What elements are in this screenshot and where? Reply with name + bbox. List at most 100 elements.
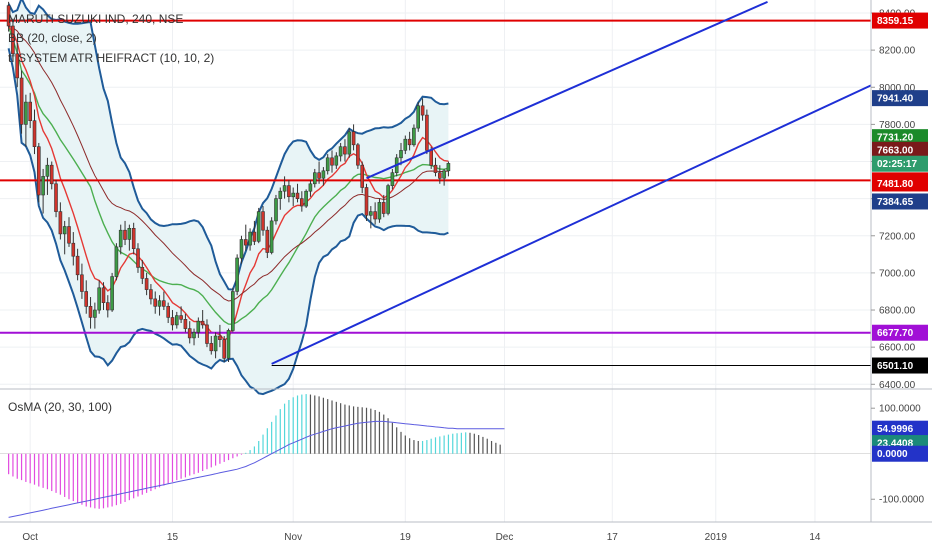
symbol-legend: MARUTI SUZUKI IND, 240, NSE (8, 12, 184, 26)
osc-badge: 0.0000 (872, 445, 928, 462)
candle-body (295, 192, 300, 200)
price-badge-label: 02:25:17 (877, 159, 917, 170)
price-badge-label: 8359.15 (877, 16, 914, 27)
osc-badge-label: 54.9996 (877, 424, 914, 435)
candle-body (368, 211, 373, 216)
candle-body (67, 226, 71, 244)
candle-body (162, 300, 166, 307)
candle (226, 328, 231, 363)
candle-body (239, 239, 244, 259)
candle-body (317, 172, 321, 179)
candle-body (205, 324, 209, 344)
candle (407, 131, 412, 151)
candle (136, 243, 140, 273)
candle-body (144, 278, 149, 290)
candle-body (442, 170, 446, 179)
candle (330, 150, 334, 173)
candle (390, 168, 395, 190)
time-tick-label: 2019 (705, 532, 728, 543)
price-badge-label: 6501.10 (877, 361, 914, 372)
price-badge: 7481.80 (872, 175, 928, 192)
candle-body (200, 320, 205, 326)
candle (97, 280, 101, 314)
candle-body (183, 318, 188, 329)
price-badge: 8359.15 (872, 12, 928, 29)
candle-body (58, 211, 63, 235)
candle (368, 206, 373, 229)
candle (11, 18, 15, 60)
candle (54, 180, 58, 218)
candle (433, 157, 438, 177)
candle-body (41, 176, 45, 196)
candle-body (209, 343, 214, 352)
candle-body (6, 5, 11, 27)
candle-body (381, 202, 386, 214)
candle (62, 220, 67, 255)
candle (256, 207, 261, 244)
candle (149, 284, 153, 305)
candle (265, 226, 270, 259)
candle-body (187, 328, 192, 339)
candle (205, 319, 209, 348)
candle (325, 154, 330, 175)
time-tick-label: 17 (607, 532, 619, 543)
candle (32, 109, 37, 155)
candle (118, 224, 123, 255)
time-tick-label: Oct (22, 532, 38, 543)
osc-badge-label: 0.0000 (877, 449, 908, 460)
osc-badge: 54.9996 (872, 420, 928, 437)
candle-body (192, 331, 196, 339)
candle-body (412, 127, 416, 146)
candle (261, 206, 265, 236)
candle-body (24, 101, 28, 125)
candle (416, 102, 421, 132)
candle (399, 142, 403, 166)
candle (183, 313, 188, 333)
candle (187, 321, 192, 344)
candle-body (62, 226, 67, 235)
candle-body (45, 164, 50, 177)
price-badge-bg (872, 324, 928, 341)
candle-body (373, 211, 377, 220)
candle-body (334, 155, 339, 166)
price-tick-label: 8200.00 (879, 46, 916, 57)
candle-body (330, 157, 334, 166)
candle (356, 142, 360, 169)
candle-body (32, 120, 37, 147)
price-axis[interactable]: 8400.008200.008000.007800.007600.007400.… (870, 0, 928, 522)
candle (114, 243, 119, 281)
osma-legend: OsMA (20, 30, 100) (8, 400, 113, 414)
candle (291, 187, 296, 207)
candle (170, 310, 175, 331)
candle-body (407, 138, 412, 146)
candle-body (325, 157, 330, 172)
candle-body (54, 183, 58, 212)
candle-body (118, 229, 123, 248)
candle-body (252, 231, 257, 242)
candle (321, 167, 326, 186)
candle (45, 157, 50, 195)
time-axis[interactable]: Oct 15 Nov 19 Dec 17 2019 14 (0, 521, 932, 543)
osc-badge-bg (872, 420, 928, 437)
bollinger-upper-line (7, 0, 449, 291)
candle (144, 272, 149, 296)
price-tick-label: 7800.00 (879, 120, 916, 131)
candle (200, 310, 205, 329)
slow-ma-line (8, 25, 449, 302)
candle (317, 161, 321, 184)
bollinger-band-fill (8, 0, 449, 395)
price-badge-label: 7384.65 (877, 197, 914, 208)
candle (106, 295, 110, 318)
candle-body (213, 335, 218, 352)
candle-body (36, 146, 41, 196)
candle-body (175, 315, 179, 326)
candle (381, 194, 386, 218)
osma-signal-line (8, 420, 505, 518)
oscillator-pane[interactable] (0, 394, 871, 518)
price-tick-label: 7200.00 (879, 231, 916, 242)
price-badge: 6501.10 (872, 357, 928, 374)
candle (123, 220, 127, 246)
